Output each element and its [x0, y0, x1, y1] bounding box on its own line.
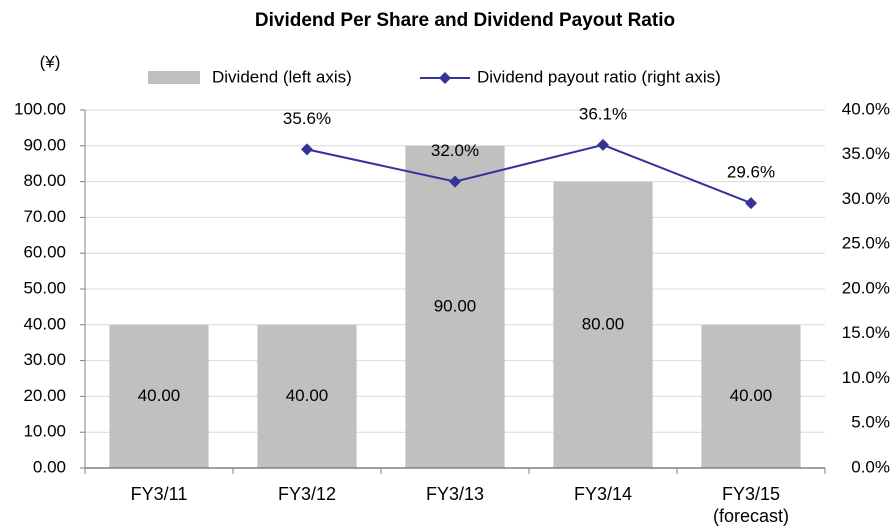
line-value-label: 36.1%: [579, 104, 627, 123]
legend-swatch: [148, 71, 200, 84]
x-tick-label: FY3/13: [425, 484, 485, 504]
line-value-label: 32.0%: [431, 141, 479, 160]
legend-label: Dividend payout ratio (right axis): [477, 67, 721, 86]
bar-value-label: 90.00: [434, 296, 477, 315]
y-tick-label: 80.00: [23, 171, 66, 190]
y-tick-label: 60.00: [23, 243, 66, 262]
bar: [109, 324, 209, 468]
y-tick-label: 40.00: [23, 314, 66, 333]
y2-tick-label: 10.0%: [842, 368, 890, 387]
x-tick-label: FY3/14: [573, 484, 633, 504]
y2-tick-label: 40.0%: [842, 99, 890, 118]
x-tick-label: FY3/12: [277, 484, 337, 504]
bar: [701, 324, 801, 468]
bar-value-label: 40.00: [730, 386, 773, 405]
y2-tick-label: 20.0%: [842, 278, 890, 297]
y2-tick-label: 25.0%: [842, 234, 890, 253]
line-marker: [745, 197, 757, 210]
line-marker: [301, 143, 313, 156]
y2-tick-label: 15.0%: [842, 323, 890, 342]
line-marker: [449, 175, 461, 188]
bar-value-label: 80.00: [582, 314, 625, 333]
y2-tick-label: 30.0%: [842, 189, 890, 208]
y-tick-label: 70.00: [23, 207, 66, 226]
y-tick-label: 50.00: [23, 278, 66, 297]
y-tick-label: 30.00: [23, 350, 66, 369]
y-tick-label: 90.00: [23, 135, 66, 154]
line-value-label: 35.6%: [283, 109, 331, 128]
line: [306, 143, 752, 205]
y-axis-label: (¥): [40, 52, 61, 71]
y-tick-label: 0.00: [33, 457, 66, 476]
line-value-label: 29.6%: [727, 163, 775, 182]
bar: [405, 145, 505, 469]
bar-value-label: 40.00: [138, 386, 181, 405]
legend-label: Dividend (left axis): [212, 67, 352, 86]
x-tick-label: FY3/15 (forecast): [712, 484, 790, 526]
line-marker: [597, 138, 609, 151]
y2-tick-label: 0.0%: [851, 457, 890, 476]
legend-marker: [439, 72, 451, 84]
bar: [257, 324, 357, 468]
chart-title: Dividend Per Share and Dividend Payout R…: [255, 10, 675, 31]
y-tick-label: 100.00: [14, 99, 66, 118]
y2-tick-label: 35.0%: [842, 144, 890, 163]
bar-value-label: 40.00: [286, 386, 329, 405]
bar: [553, 181, 653, 468]
y-tick-label: 20.00: [23, 386, 66, 405]
x-tick-label: FY3/11: [130, 484, 188, 504]
y-tick-label: 10.00: [23, 422, 66, 441]
y2-tick-label: 5.0%: [851, 413, 890, 432]
